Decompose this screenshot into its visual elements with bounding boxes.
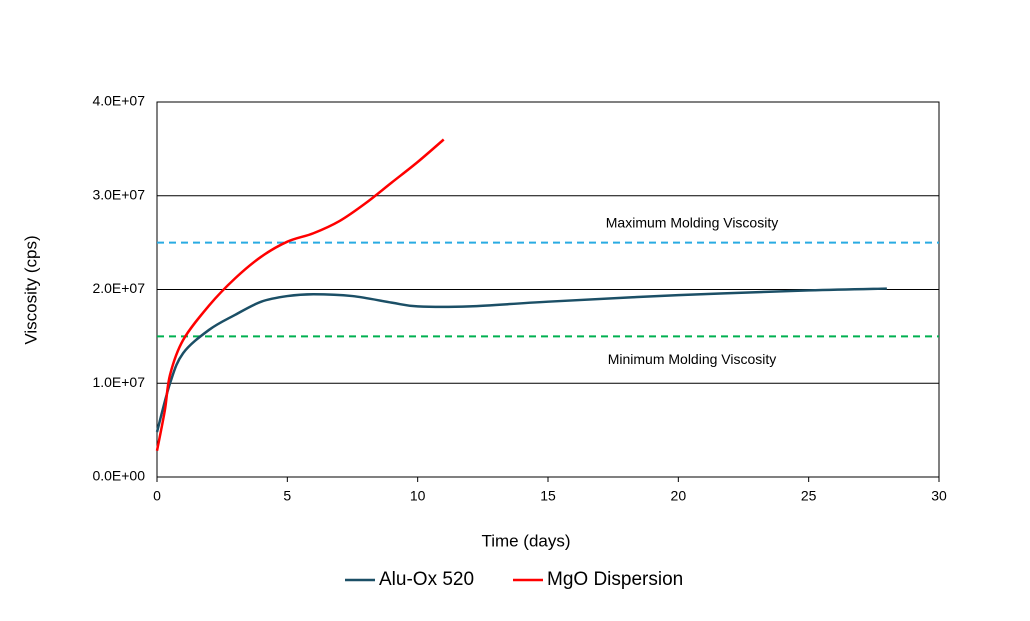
series-line (155, 287, 887, 433)
x-tick-label: 20 (671, 488, 687, 504)
x-tick-label: 10 (410, 488, 426, 504)
x-tick-label: 30 (931, 488, 947, 504)
y-tick-label: 0.0E+00 (92, 468, 145, 484)
legend-label: Alu-Ox 520 (379, 569, 474, 590)
y-tick-label: 3.0E+07 (92, 186, 145, 202)
y-tick-label: 1.0E+07 (92, 374, 145, 390)
x-tick-label: 15 (540, 488, 556, 504)
x-tick-label: 25 (801, 488, 817, 504)
y-axis-title: Viscosity (cps) (21, 235, 40, 344)
plot-border (156, 101, 940, 478)
x-tick-label: 5 (283, 488, 291, 504)
legend-label: MgO Dispersion (547, 569, 683, 590)
y-tick-label: 4.0E+07 (92, 93, 145, 109)
reference-label: Maximum Molding Viscosity (606, 214, 778, 230)
x-tick-label: 0 (153, 488, 161, 504)
y-tick-label: 2.0E+07 (92, 280, 145, 296)
series-line (155, 138, 445, 451)
reference-label: Minimum Molding Viscosity (608, 351, 777, 367)
x-axis-title: Time (days) (481, 531, 570, 550)
